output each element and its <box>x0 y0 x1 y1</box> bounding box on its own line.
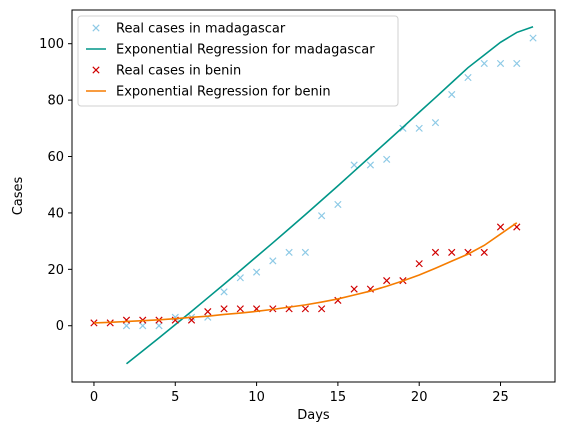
legend-box <box>77 15 399 107</box>
series-markers <box>122 34 537 330</box>
y-axis: 0 20 40 60 80 100 <box>39 37 72 334</box>
series-markers <box>90 223 521 327</box>
data-point <box>513 59 521 68</box>
data-point <box>415 260 423 268</box>
data-point <box>431 248 440 257</box>
y-tick-label: 0 <box>56 319 64 334</box>
data-point <box>318 305 326 313</box>
series-line <box>93 222 518 324</box>
x-tick-label: 20 <box>411 390 428 405</box>
data-point <box>318 212 326 220</box>
legend-entry: Exponential Regression for madagascar <box>86 43 375 58</box>
data-point <box>431 119 440 127</box>
data-point <box>236 305 244 313</box>
y-axis-title: Cases <box>11 176 26 215</box>
data-point <box>155 322 163 330</box>
data-point <box>269 257 277 265</box>
data-point <box>301 305 309 313</box>
data-point <box>236 274 244 282</box>
data-point <box>204 313 212 321</box>
legend-label: Exponential Regression for benin <box>116 85 331 100</box>
legend-marker <box>92 66 100 74</box>
data-point <box>334 200 342 209</box>
data-point <box>496 59 505 68</box>
data-point <box>285 248 293 257</box>
data-point <box>480 248 488 257</box>
x-tick-label: 25 <box>492 390 509 405</box>
data-point <box>301 248 309 257</box>
x-tick-label: 10 <box>248 390 265 405</box>
legend-label: Real cases in benin <box>116 64 241 79</box>
x-tick-label: 5 <box>171 390 179 405</box>
data-point <box>220 305 228 313</box>
y-tick-label: 100 <box>39 37 64 52</box>
y-tick-label: 20 <box>47 263 64 278</box>
y-tick-label: 80 <box>47 94 64 109</box>
x-tick-label: 15 <box>330 390 347 405</box>
series-line <box>125 26 534 365</box>
data-point <box>252 268 261 276</box>
data-point <box>122 322 131 330</box>
data-point <box>350 285 358 293</box>
legend-entry: Real cases in benin <box>92 64 241 79</box>
legend-label: Real cases in madagascar <box>116 22 286 37</box>
data-point <box>139 322 147 330</box>
legend-entry: Real cases in madagascar <box>92 22 286 37</box>
legend-marker-icon <box>92 66 100 74</box>
plot-area-frame <box>71 9 556 383</box>
plot-marks <box>90 26 537 365</box>
legend-entry: Exponential Regression for benin <box>86 85 331 100</box>
legend-marker <box>92 24 100 32</box>
x-axis-title: Days <box>297 408 330 423</box>
data-point <box>529 34 537 42</box>
data-point <box>448 90 456 99</box>
data-point <box>496 223 505 231</box>
x-axis: 0 5 10 15 20 25 <box>90 382 509 405</box>
data-point <box>350 161 358 169</box>
data-point <box>383 276 391 285</box>
data-point <box>415 124 423 132</box>
y-tick-label: 60 <box>47 150 64 165</box>
data-point <box>383 155 391 163</box>
data-point <box>464 73 472 82</box>
data-point <box>204 308 212 316</box>
legend-label: Exponential Regression for madagascar <box>116 43 375 58</box>
data-point <box>366 161 375 169</box>
data-point <box>448 248 456 257</box>
data-point <box>480 59 488 68</box>
x-tick-label: 0 <box>90 390 98 405</box>
legend-marker-icon <box>92 24 100 32</box>
data-point <box>220 288 228 296</box>
legend: Real cases in madagascar Exponential Reg… <box>77 15 399 107</box>
y-tick-label: 40 <box>47 206 64 221</box>
